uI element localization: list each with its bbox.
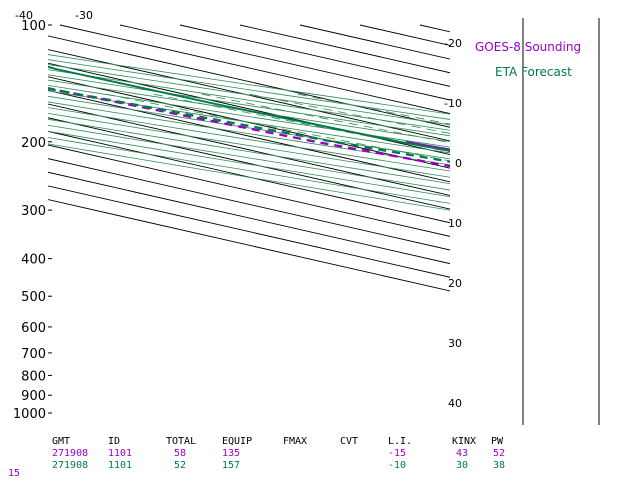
table-cell: 135 [222, 448, 240, 459]
legend-goes: GOES-8 Sounding [475, 40, 581, 54]
table-header: EQUIP [222, 436, 252, 447]
table-cell: 38 [493, 460, 505, 471]
table-header: KINX [452, 436, 476, 447]
pressure-tick-label: 600 [21, 321, 46, 336]
table-cell: 271908 [52, 460, 88, 471]
legend-eta: ETA Forecast [495, 65, 572, 79]
isotherm-grid [48, 24, 640, 421]
table-cell: 157 [222, 460, 240, 471]
pressure-tick-label: 500 [21, 290, 46, 305]
pressure-tick-label: 200 [21, 136, 46, 151]
table-header: CVT [340, 436, 358, 447]
table-header: ID [108, 436, 120, 447]
table-cell: -15 [388, 448, 406, 459]
table-header: TOTAL [166, 436, 196, 447]
isotherm-line [48, 62, 450, 156]
pressure-tick-label: 800 [21, 369, 46, 384]
table-cell: -10 [388, 460, 406, 471]
pressure-tick-label: 100 [21, 19, 46, 34]
pressure-tick-label: 900 [21, 389, 46, 404]
table-cell: 1101 [108, 460, 132, 471]
footer-number: 15 [8, 468, 20, 479]
table-cell: 52 [174, 460, 186, 471]
isotherm-tick-label: 0 [455, 157, 462, 170]
isotherm-line [48, 158, 450, 251]
isotherm-line [359, 24, 450, 46]
isotherm-tick-label: -10 [444, 97, 462, 110]
isotherm-line [540, 25, 640, 421]
eta-dewpoint-line [48, 87, 450, 163]
moist-adiabat [197, 92, 450, 144]
pressure-axis-ticks: 100 200 300 400 500 600 700 800 900 1000 [13, 19, 46, 422]
isotherm-line [48, 185, 450, 278]
table-cell: 1101 [108, 448, 132, 459]
isotherm-tick-label: 40 [448, 397, 462, 410]
temperature-tick-label: -30 [75, 9, 93, 22]
dry-adiabat [48, 124, 450, 191]
isotherm-tick-label: 30 [448, 337, 462, 350]
table-header: GMT [52, 436, 70, 447]
isotherm-tick-label: 10 [448, 217, 462, 230]
temperature-tick-label: -40 [15, 9, 33, 22]
dry-adiabat [48, 130, 450, 198]
isotherm-tick-label: -20 [444, 37, 462, 50]
isotherm-line [48, 76, 450, 169]
isotherm-line [299, 24, 450, 60]
pressure-tick-label: 700 [21, 347, 46, 362]
table-header: FMAX [283, 436, 307, 447]
isotherm-line [48, 144, 450, 237]
isotherm-line [48, 171, 450, 265]
table-cell: 271908 [52, 448, 88, 459]
table-header: PW [491, 436, 504, 447]
dry-adiabats [48, 54, 450, 211]
table-cell: 43 [456, 448, 468, 459]
isotherm-labels: -20 -10 0 10 20 30 40 [444, 37, 462, 410]
isotherm-line [59, 24, 450, 115]
pressure-tick-label: 300 [21, 204, 46, 219]
isotherm-line [480, 25, 640, 421]
isotherm-line [48, 49, 450, 142]
pressure-tick-label: 1000 [13, 407, 46, 422]
sounding-profiles [48, 65, 450, 168]
table-cell: 52 [493, 448, 505, 459]
eta-temperature-line [48, 65, 450, 152]
pressure-tick-label: 400 [21, 253, 46, 268]
isotherm-tick-label: 20 [448, 277, 462, 290]
isotherm-line [119, 24, 450, 101]
goes-dewpoint-line [48, 87, 450, 168]
isotherm-line [600, 25, 640, 421]
table-cell: 30 [456, 460, 468, 471]
table-header: L.I. [388, 436, 412, 447]
temperature-axis-ticks: -90-80-70-60-50-40-30 [15, 9, 93, 22]
table-cell: 58 [174, 448, 186, 459]
dry-adiabat [48, 137, 450, 204]
dry-adiabat [48, 143, 450, 211]
stats-table: GMT ID TOTAL EQUIP FMAX CVT L.I. KINX PW 271908 11… [52, 436, 505, 471]
isotherm-line [48, 199, 450, 292]
